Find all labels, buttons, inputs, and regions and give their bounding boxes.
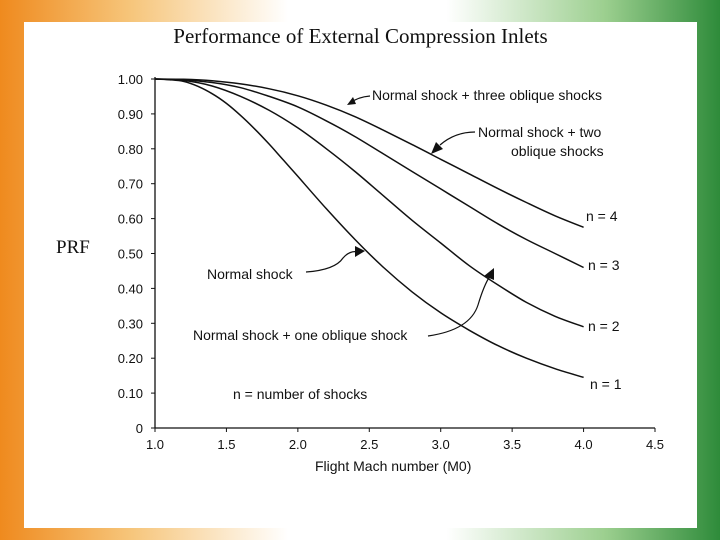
x-axis-label: Flight Mach number (M0) — [315, 458, 471, 474]
leader-one-oblique-arrowhead — [484, 268, 494, 280]
leader-two-oblique — [439, 131, 476, 146]
x-tick-label: 1.0 — [146, 437, 164, 452]
series-label-n2: n = 2 — [588, 318, 620, 334]
x-tick-label: 2.0 — [289, 437, 307, 452]
leader-normal-shock — [305, 251, 359, 273]
annotation-two-oblique-line1: Normal shock + two — [478, 124, 602, 140]
x-tick-label: 3.5 — [503, 437, 521, 452]
y-tick-label: 0.50 — [118, 247, 143, 262]
curve-n2 — [154, 78, 584, 328]
x-tick-label: 4.5 — [646, 437, 664, 452]
leader-normal-shock-arrowhead — [355, 246, 365, 257]
curve-n4 — [154, 78, 584, 228]
y-tick-label: 0 — [136, 421, 143, 436]
y-tick-label: 0.40 — [118, 281, 143, 296]
slide: Performance of External Compression Inle… — [24, 22, 697, 528]
annotation-normal-shock: Normal shock — [207, 266, 294, 282]
x-tick-label: 3.0 — [432, 437, 450, 452]
chart-annotations: Normal shock + three oblique shocks Norm… — [193, 87, 622, 474]
series-label-n3: n = 3 — [588, 257, 620, 273]
curve-n3 — [154, 78, 584, 269]
series-label-n1: n = 1 — [590, 376, 622, 392]
slide-title: Performance of External Compression Inle… — [173, 24, 548, 48]
y-tick-label: 0.20 — [118, 351, 143, 366]
annotation-one-oblique: Normal shock + one oblique shock — [193, 327, 408, 343]
y-tick-label: 0.80 — [118, 142, 143, 157]
y-tick-label: 0.60 — [118, 212, 143, 227]
x-tick-label: 1.5 — [217, 437, 235, 452]
x-tick-label: 4.0 — [575, 437, 593, 452]
leader-one-oblique — [427, 275, 491, 337]
leader-two-oblique-arrowhead — [431, 142, 443, 154]
y-tick-label: 1.00 — [118, 72, 143, 87]
chart-axes: 0 0.10 0.20 0.30 0.40 0.50 0.60 0.70 0.80 0.90 1.0… — [118, 72, 664, 452]
y-axis-side-label: PRF — [56, 237, 90, 258]
chart-curves — [154, 78, 584, 379]
leader-three-oblique-arrowhead — [347, 97, 356, 105]
y-tick-label: 0.90 — [118, 107, 143, 122]
annotation-number-of-shocks: n = number of shocks — [233, 386, 367, 402]
series-label-n4: n = 4 — [586, 208, 618, 224]
y-tick-label: 0.10 — [118, 386, 143, 401]
x-tick-label: 2.5 — [360, 437, 378, 452]
y-tick-label: 0.70 — [118, 177, 143, 192]
y-tick-label: 0.30 — [118, 316, 143, 331]
annotation-three-oblique: Normal shock + three oblique shocks — [372, 87, 602, 103]
annotation-two-oblique-line2: oblique shocks — [511, 143, 604, 159]
curve-n1 — [154, 78, 584, 379]
